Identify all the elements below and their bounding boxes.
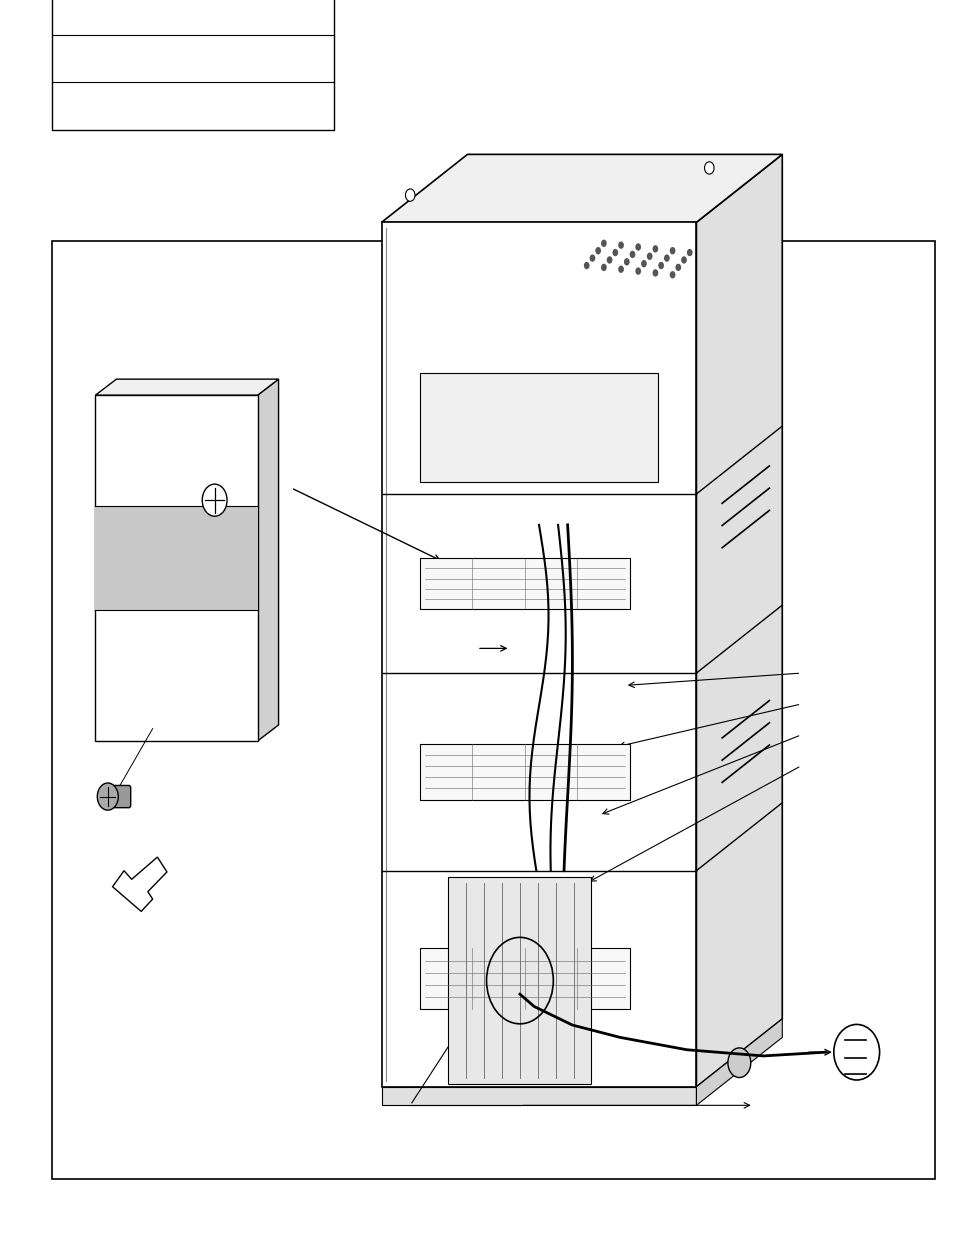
Bar [52, 241, 934, 1179]
Circle shape [618, 241, 623, 249]
Circle shape [202, 484, 227, 516]
Circle shape [652, 269, 658, 277]
Bar [52, 0, 334, 130]
Bar [419, 373, 658, 482]
Circle shape [583, 262, 589, 269]
Circle shape [675, 263, 680, 272]
Polygon shape [257, 379, 278, 741]
Circle shape [623, 258, 629, 266]
Circle shape [635, 267, 640, 274]
Circle shape [600, 240, 606, 247]
Polygon shape [95, 379, 278, 395]
Circle shape [600, 263, 606, 272]
Circle shape [669, 270, 675, 279]
Circle shape [612, 248, 618, 257]
Bar [419, 948, 629, 1009]
Circle shape [405, 189, 415, 201]
Circle shape [703, 162, 713, 174]
Circle shape [629, 251, 635, 258]
Bar [419, 558, 629, 609]
Circle shape [652, 245, 658, 252]
Bar [95, 506, 257, 610]
Circle shape [658, 262, 663, 269]
Bar [95, 395, 257, 741]
Circle shape [680, 256, 686, 263]
Circle shape [640, 259, 646, 268]
Circle shape [663, 254, 669, 262]
Circle shape [589, 254, 595, 262]
Polygon shape [381, 222, 696, 1087]
Polygon shape [112, 857, 167, 911]
Polygon shape [381, 154, 781, 222]
Circle shape [646, 252, 652, 261]
Bar [381, 1087, 696, 1105]
Bar [448, 877, 591, 1084]
Ellipse shape [833, 1025, 879, 1079]
Polygon shape [696, 1019, 781, 1105]
Bar [419, 745, 629, 799]
Circle shape [606, 256, 612, 263]
Circle shape [97, 783, 118, 810]
FancyBboxPatch shape [106, 785, 131, 808]
Circle shape [727, 1047, 750, 1077]
Circle shape [686, 248, 692, 257]
Circle shape [669, 247, 675, 254]
Circle shape [595, 247, 600, 254]
Circle shape [618, 266, 623, 273]
Polygon shape [696, 154, 781, 1087]
Circle shape [635, 243, 640, 251]
